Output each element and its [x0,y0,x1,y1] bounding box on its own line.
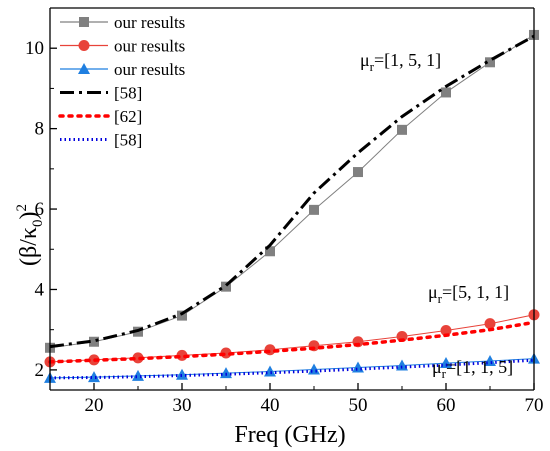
series-3-line [49,358,535,379]
x-tick-label: 40 [261,395,280,416]
series-1-point [309,204,319,215]
annotation-label: μr=[1, 1, 5] [432,357,513,381]
series-5-line [48,320,536,364]
legend-swatch-marker [78,40,90,51]
series-1-point [397,124,407,135]
y-axis-title-close: ) [16,212,42,220]
annotation-subscript: r [442,366,447,381]
legend-label: our results [114,37,185,56]
series-3-point [396,359,408,371]
series-2-line [49,314,535,363]
annotation-symbol: μ [428,282,438,302]
y-axis-title-superscript: 2 [14,204,30,212]
y-tick-label: 10 [25,38,44,59]
annotation-symbol: μ [360,50,370,70]
annotation-label: μr=[1, 5, 1] [360,50,441,74]
series-4-line [49,34,535,349]
series-1-point [353,167,363,178]
series-1-point [485,57,495,68]
series-3-point [176,368,188,380]
series-1-point [177,310,187,321]
legend: our results our results our results [58] [62… [58,13,185,150]
y-axis-title-subscript: 0 [30,220,46,228]
annotation-symbol: μ [432,357,442,377]
annotation-subscript: r [370,59,375,74]
x-axis-title: Freq (GHz) [234,422,345,448]
x-tick-label: 30 [173,395,192,416]
y-tick-label: 4 [35,279,45,300]
y-tick-label: 6 [35,199,45,220]
annotation-value: =[1, 5, 1] [374,50,441,70]
series-1-point [441,87,451,98]
legend-label: our results [114,13,185,32]
series-3-point [220,367,232,379]
series-3-point [88,371,100,383]
series-1-point [265,246,275,257]
legend-swatch-marker [79,17,89,27]
series-2-point [440,324,452,336]
y-tick-label: 8 [35,119,45,140]
x-tick-label: 70 [525,395,544,416]
annotation-label: μr=[5, 1, 1] [428,282,509,306]
series-3-point [132,369,144,381]
annotation-value: =[1, 1, 5] [446,357,513,377]
series-1-point [89,336,99,347]
legend-label: our results [114,60,185,79]
y-tick-label: 2 [35,360,45,381]
legend-swatch-marker [78,63,90,74]
series-2-point [132,352,144,364]
plot-area [44,29,540,383]
legend-label: [62] [114,107,142,126]
series-2-point [484,318,496,330]
x-tick-label: 20 [85,395,104,416]
legend-label: [58] [114,84,142,103]
annotation-subscript: r [438,291,443,306]
annotations: μr=[1, 5, 1]μr=[5, 1, 1]μr=[1, 1, 5] [360,50,513,381]
annotation-value: =[5, 1, 1] [442,282,509,302]
y-axis-title-main: (β/κ [16,227,42,266]
axes: 20 30 40 50 60 70 2 4 6 8 10 [25,7,544,416]
series-1-point [221,281,231,292]
x-tick-label: 60 [437,395,456,416]
y-axis-title: (β/κ0)2 [14,204,46,266]
legend-label: [58] [114,131,142,150]
x-tick-label: 50 [349,395,368,416]
series-3-point [440,357,452,369]
